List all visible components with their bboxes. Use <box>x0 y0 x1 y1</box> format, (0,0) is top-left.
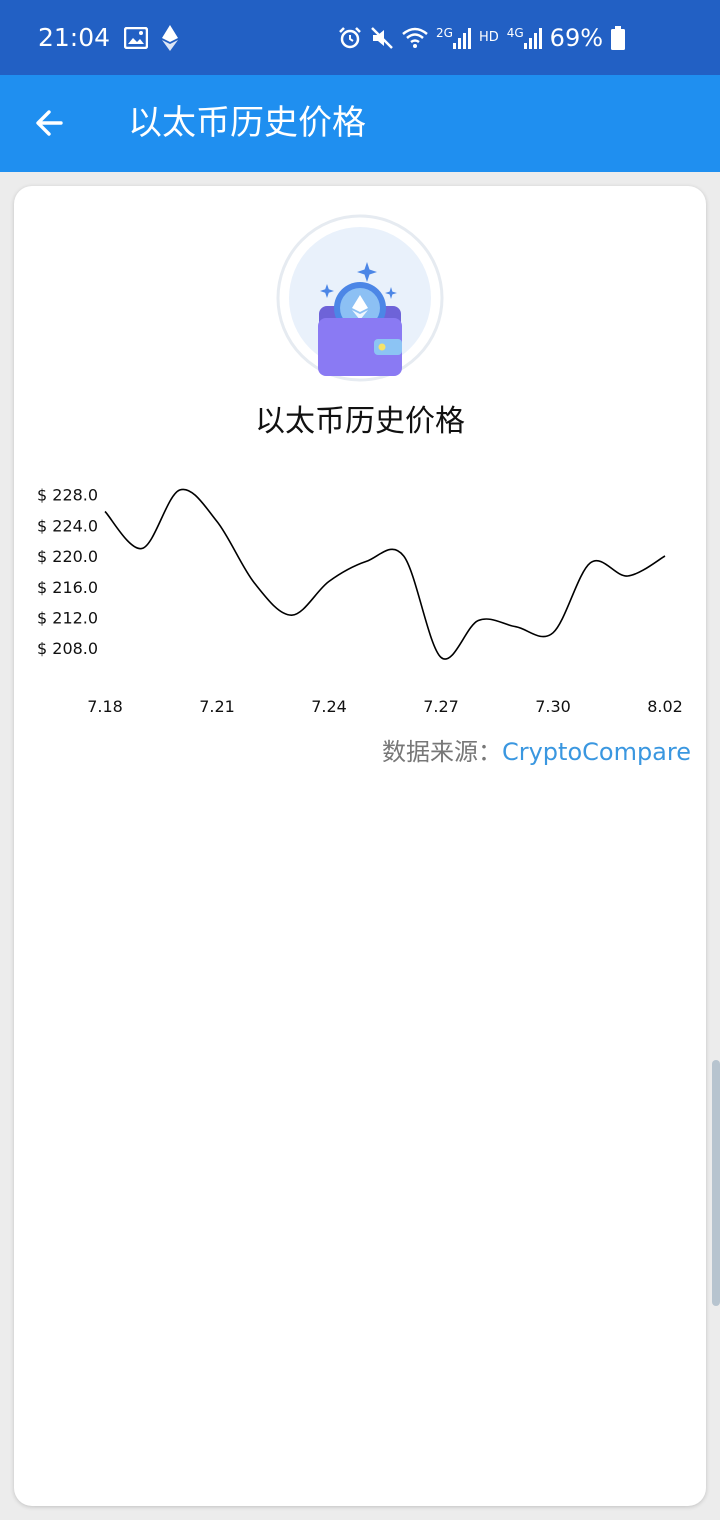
price-point <box>140 546 144 550</box>
price-point <box>252 581 256 585</box>
y-tick-label: $ 224.0 <box>37 516 98 535</box>
x-tick-label: 7.30 <box>535 697 571 716</box>
y-tick-label: $ 208.0 <box>37 639 98 658</box>
price-point <box>402 554 406 558</box>
price-point <box>551 631 555 635</box>
price-point <box>327 579 331 583</box>
price-point <box>663 554 667 558</box>
arrow-left-icon <box>36 110 63 136</box>
price-point <box>476 619 480 623</box>
price-point <box>178 488 182 492</box>
data-source-line: 数据来源：CryptoCompare <box>382 732 691 767</box>
price-line-chart: $ 228.0 $ 224.0 $ 220.0 $ 216.0 $ 212.0 $ 208… <box>37 486 683 716</box>
price-point <box>215 519 219 523</box>
price-point <box>514 625 518 629</box>
ethereum-wallet-icon <box>276 214 444 382</box>
status-time: 21:04 <box>38 23 111 52</box>
price-point <box>290 613 294 617</box>
alarm-icon <box>338 26 362 50</box>
status-bar: 21:04 2G HD 4G 69% <box>0 0 720 75</box>
card-title: 以太币历史价格 <box>255 404 465 439</box>
price-point <box>626 574 630 578</box>
price-point <box>364 559 368 563</box>
app-bar-title: 以太币历史价格 <box>128 103 366 143</box>
price-point <box>439 655 443 659</box>
ethereum-icon <box>162 24 179 51</box>
app-bar: 以太币历史价格 <box>0 75 720 172</box>
x-tick-label: 7.18 <box>87 697 123 716</box>
data-source-prefix: 数据来源： <box>381 738 502 766</box>
network-2g-label: 2G <box>436 25 453 40</box>
x-tick-label: 7.24 <box>311 697 347 716</box>
price-series-line <box>104 488 666 660</box>
y-tick-label: $ 228.0 <box>37 486 98 505</box>
x-tick-label: 8.02 <box>647 697 683 716</box>
price-point <box>588 561 592 565</box>
back-button[interactable] <box>28 102 70 144</box>
price-point <box>103 510 107 514</box>
signal-icon-2 <box>523 27 542 49</box>
scrollbar-thumb[interactable] <box>712 1060 720 1306</box>
y-tick-label: $ 216.0 <box>37 578 98 597</box>
battery-icon <box>611 25 626 50</box>
mute-icon <box>370 26 394 50</box>
signal-icon <box>452 27 471 49</box>
price-card: 以太币历史价格 $ 228.0 $ 224.0 $ 220.0 $ 216.0 $ 21… <box>14 186 706 1506</box>
data-source-link[interactable]: CryptoCompare <box>501 738 691 766</box>
wifi-icon <box>402 27 428 49</box>
network-4g-label: 4G <box>506 25 524 40</box>
x-tick-label: 7.21 <box>199 697 235 716</box>
x-tick-label: 7.27 <box>423 697 459 716</box>
image-icon <box>124 26 149 49</box>
network-hd-label: HD <box>478 30 499 45</box>
y-tick-label: $ 212.0 <box>37 608 98 627</box>
y-tick-label: $ 220.0 <box>37 547 98 566</box>
battery-percent: 69% <box>549 23 604 52</box>
